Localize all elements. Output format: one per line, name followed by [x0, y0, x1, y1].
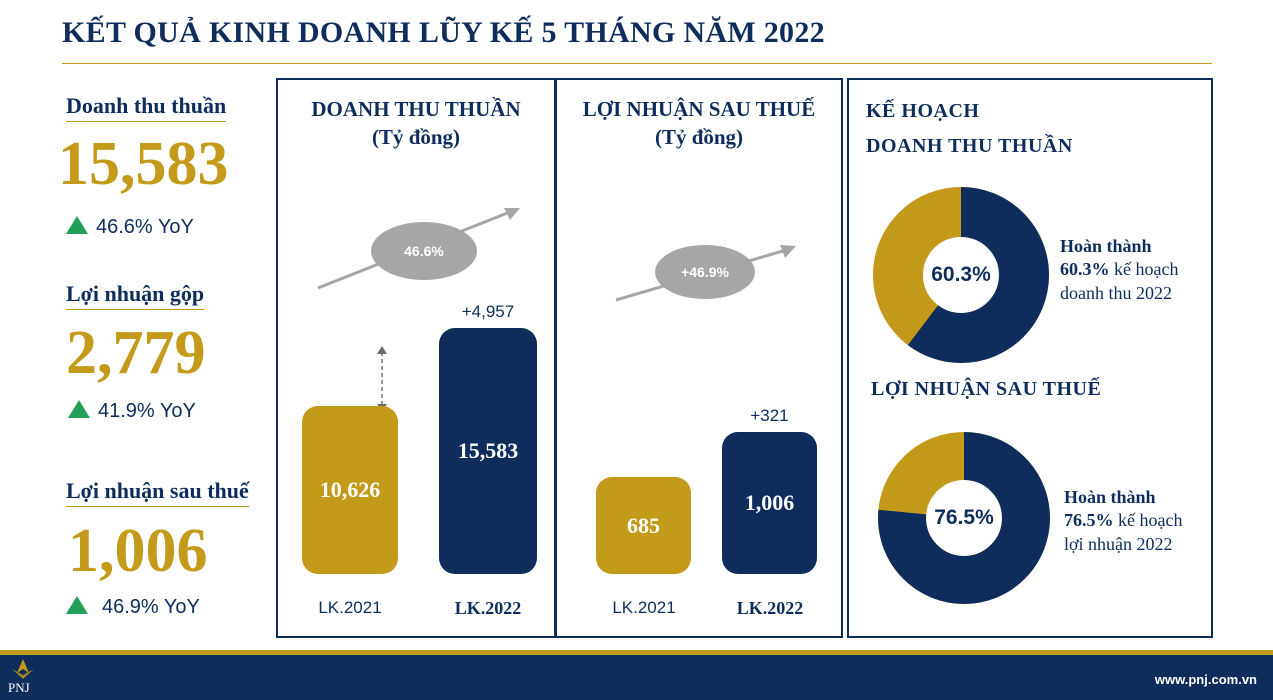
kpi-yoy-revenue: 46.6% YoY: [66, 216, 194, 239]
revenue-plan-center-label: 60.3%: [931, 263, 991, 286]
revenue-bar-lk2021: 10,626: [302, 406, 398, 574]
revenue-category-lk2022: LK.2022: [454, 598, 522, 618]
net-profit-category-lk2021: LK.2021: [612, 598, 676, 617]
net-profit-chart-title: LỢI NHUẬN SAU THUẾ (Tỷ đồng): [582, 97, 816, 150]
dashed-double-arrow-icon: [377, 346, 387, 412]
up-triangle-icon: [68, 400, 90, 418]
footer-bar: [0, 650, 1273, 700]
donut-completed-arc: [873, 187, 1049, 363]
plan-panel: [847, 78, 1213, 638]
net-profit-bar-lk2021: 685: [596, 477, 691, 574]
plan-title-line1: KẾ HOẠCH: [866, 100, 980, 122]
kpi-yoy-net-profit: 46.9% YoY: [66, 596, 200, 619]
up-triangle-icon: [66, 596, 88, 614]
net-profit-bar-lk2022: 1,006: [722, 432, 817, 574]
revenue-plan-note: Hoàn thành 60.3% kế hoạch doanh thu 2022: [1060, 236, 1179, 303]
footer-website-link[interactable]: www.pnj.com.vn: [1154, 672, 1257, 687]
kpi-label-gross-profit: Lợi nhuận gộp: [66, 281, 205, 310]
net-profit-plan-note: Hoàn thành 76.5% kế hoạch lợi nhuận 2022: [1064, 487, 1183, 554]
net-profit-delta-label: +321: [750, 406, 789, 426]
up-triangle-icon: [66, 216, 88, 234]
revenue-plan-donut: [873, 187, 1049, 363]
revenue-growth-ellipse: 46.6%: [371, 222, 477, 280]
revenue-category-lk2021: LK.2021: [318, 598, 382, 617]
footer-logo-text: PNJ: [8, 680, 30, 695]
net-profit-growth-ellipse: +46.9%: [655, 245, 755, 299]
plan-title-line2: DOANH THU THUẦN: [866, 135, 1073, 157]
net-profit-plan-title: LỢI NHUẬN SAU THUẾ: [871, 378, 1102, 400]
donut-completed-arc: [878, 432, 1050, 604]
page-title: KẾT QUẢ KINH DOANH LŨY KẾ 5 THÁNG NĂM 20…: [62, 16, 825, 49]
revenue-bar-lk2022: 15,583: [439, 327, 537, 574]
kpi-value-net-profit: 1,006: [68, 517, 208, 585]
kpi-value-gross-profit: 2,779: [66, 319, 206, 387]
title-divider: [62, 63, 1212, 64]
kpi-label-revenue: Doanh thu thuần: [66, 93, 227, 122]
pnj-logo-icon: [12, 659, 34, 679]
revenue-chart-title: DOANH THU THUẦN (Tỷ đồng): [311, 97, 521, 150]
kpi-value-revenue: 15,583: [58, 130, 229, 198]
net-profit-plan-center-label: 76.5%: [934, 506, 994, 529]
net-profit-category-lk2022: LK.2022: [736, 598, 804, 618]
net-profit-chart-panel: [555, 78, 843, 638]
revenue-delta-label: +4,957: [461, 301, 515, 321]
kpi-label-net-profit: Lợi nhuận sau thuế: [66, 478, 249, 507]
net-profit-plan-donut: [878, 432, 1050, 604]
kpi-yoy-gross-profit: 41.9% YoY: [68, 400, 196, 423]
